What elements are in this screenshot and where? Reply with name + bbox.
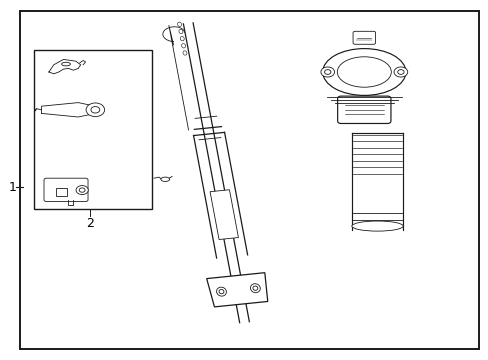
Ellipse shape bbox=[322, 49, 405, 95]
Ellipse shape bbox=[79, 188, 85, 192]
Ellipse shape bbox=[86, 103, 104, 117]
Polygon shape bbox=[206, 273, 267, 307]
Ellipse shape bbox=[337, 57, 390, 87]
Ellipse shape bbox=[351, 221, 403, 231]
Ellipse shape bbox=[76, 186, 88, 195]
Polygon shape bbox=[49, 59, 81, 74]
Ellipse shape bbox=[252, 286, 257, 290]
FancyBboxPatch shape bbox=[337, 96, 390, 123]
Ellipse shape bbox=[181, 44, 185, 48]
Ellipse shape bbox=[179, 29, 183, 33]
Polygon shape bbox=[41, 103, 95, 117]
Ellipse shape bbox=[219, 289, 224, 294]
Ellipse shape bbox=[180, 36, 184, 41]
Ellipse shape bbox=[397, 70, 403, 75]
Ellipse shape bbox=[177, 22, 181, 26]
Ellipse shape bbox=[216, 287, 226, 296]
Ellipse shape bbox=[183, 51, 186, 55]
Ellipse shape bbox=[393, 67, 407, 77]
Text: 2: 2 bbox=[86, 217, 94, 230]
FancyBboxPatch shape bbox=[44, 178, 88, 202]
Ellipse shape bbox=[161, 177, 169, 181]
Text: 1: 1 bbox=[8, 181, 16, 194]
Ellipse shape bbox=[250, 284, 260, 293]
Ellipse shape bbox=[91, 107, 100, 113]
Ellipse shape bbox=[324, 70, 330, 75]
FancyBboxPatch shape bbox=[352, 31, 375, 44]
Ellipse shape bbox=[61, 62, 70, 66]
Ellipse shape bbox=[320, 67, 334, 77]
Polygon shape bbox=[210, 190, 238, 239]
Bar bbox=[34, 50, 151, 209]
Bar bbox=[56, 188, 67, 196]
